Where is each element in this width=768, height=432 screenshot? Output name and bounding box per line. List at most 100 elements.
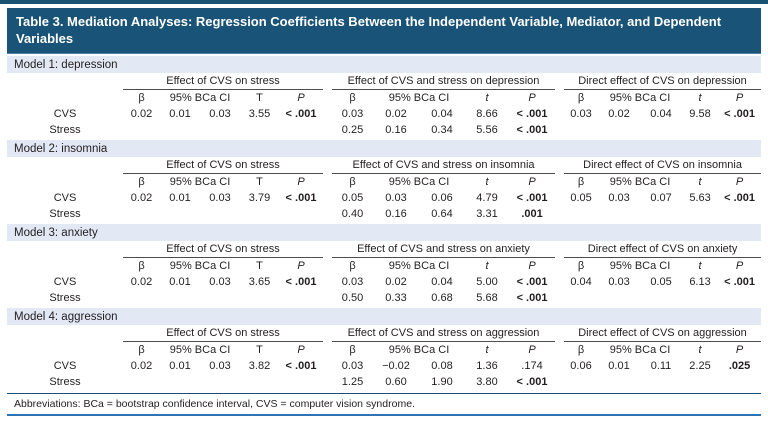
empty-cell [123, 122, 323, 138]
value-cell: 1.25 [341, 376, 364, 389]
spacer-cell [323, 258, 332, 275]
spacer-cell [555, 157, 564, 174]
subheader-t: T [256, 260, 263, 273]
value-cell: 0.60 [385, 376, 407, 389]
spacer-cell [555, 106, 564, 122]
p-value-cell: < .001 [516, 192, 548, 205]
top-divider [0, 0, 768, 4]
spacer-cell [7, 90, 123, 107]
value-cell: 0.06 [431, 192, 453, 205]
row-label: Stress [49, 292, 81, 305]
subheader-p: P [735, 260, 744, 273]
value-cell: 0.02 [130, 360, 153, 373]
group-header-row: Effect of CVS on stress Effect of CVS an… [7, 325, 762, 343]
value-cell: 5.56 [476, 124, 498, 137]
value-cell: 0.01 [169, 108, 191, 121]
spacer-cell [323, 106, 332, 122]
subheader-ci: 95% BCa CI [609, 176, 671, 189]
value-cell: 0.64 [431, 208, 453, 221]
value-cell: 0.07 [650, 192, 672, 205]
spacer-cell [323, 174, 332, 191]
value-cell: 0.02 [130, 276, 153, 289]
subheader-beta: β [349, 260, 356, 273]
subheader-beta: β [577, 92, 585, 105]
subheader-p: P [528, 344, 536, 357]
subheader-p: P [528, 92, 536, 105]
subheader-p: P [297, 260, 305, 273]
subheader-beta: β [138, 176, 145, 189]
subheader-beta: β [349, 344, 356, 357]
empty-cell [123, 290, 323, 306]
footer-bottom-rule [7, 414, 761, 417]
value-cell: 3.79 [248, 192, 271, 205]
data-row-cvs: CVS 0.02 0.01 0.03 3.79 < .001 0.05 0.03… [7, 190, 761, 206]
data-row-stress: Stress 0.50 0.33 0.68 5.68 < .001 [7, 290, 761, 306]
group-header: Effect of CVS on stress [123, 241, 323, 259]
value-cell: 0.16 [385, 208, 407, 221]
p-value-cell: .025 [728, 360, 751, 373]
spacer-cell [555, 174, 564, 191]
subheader-p: P [297, 176, 305, 189]
subheader-p: P [735, 176, 744, 189]
value-cell: 0.01 [169, 276, 191, 289]
group-header: Effect of CVS on stress [123, 73, 323, 91]
p-value-cell: < .001 [285, 276, 317, 289]
data-row-stress: Stress 0.25 0.16 0.34 5.56 < .001 [7, 122, 761, 138]
spacer-cell [323, 206, 332, 222]
spacer-cell [555, 358, 564, 374]
value-cell: 0.02 [130, 108, 153, 121]
subheader-ci: 95% BCa CI [169, 176, 231, 189]
row-label: CVS [53, 360, 77, 373]
spacer-cell [555, 241, 564, 258]
value-cell: 0.03 [570, 108, 592, 121]
spacer-cell [323, 73, 332, 90]
value-cell: 0.02 [608, 108, 630, 121]
spacer-cell [555, 342, 564, 359]
model-label: Model 2: insomnia [14, 143, 108, 156]
value-cell: 3.55 [248, 108, 271, 121]
subheader-p: P [735, 92, 744, 105]
model-band-aggression: Model 4: aggression [7, 308, 761, 326]
subheader-t: t [485, 260, 489, 273]
value-cell: 0.68 [431, 292, 453, 305]
subheader-ci: 95% BCa CI [609, 92, 671, 105]
p-value-cell: < .001 [516, 124, 548, 137]
row-label: CVS [53, 276, 77, 289]
spacer-cell [555, 374, 564, 390]
value-cell: −0.02 [382, 360, 410, 373]
subheader-p: P [297, 92, 305, 105]
spacer-cell [555, 90, 564, 107]
spacer-cell [323, 274, 332, 290]
value-cell: 5.00 [476, 276, 498, 289]
abbreviations-note: Abbreviations: BCa = bootstrap confidenc… [14, 398, 415, 411]
spacer-cell [7, 241, 123, 258]
value-cell: 0.03 [608, 276, 630, 289]
spacer-cell [7, 342, 123, 359]
spacer-cell [7, 258, 123, 275]
spacer-cell [7, 73, 123, 90]
group-header: Direct effect of CVS on aggression [564, 325, 762, 343]
subheader-ci: 95% BCa CI [388, 176, 450, 189]
subheader-beta: β [138, 344, 145, 357]
value-cell: 3.80 [476, 376, 498, 389]
data-row-cvs: CVS 0.02 0.01 0.03 3.55 < .001 0.03 0.02… [7, 106, 761, 122]
subheader-beta: β [138, 260, 145, 273]
value-cell: 0.01 [169, 360, 191, 373]
subheader-row: β 95% BCa CI T P β 95% BCa CI t P β 95% … [7, 258, 761, 275]
group-header: Effect of CVS and stress on anxiety [332, 241, 556, 259]
spacer-cell [323, 190, 332, 206]
subheader-t: T [256, 92, 263, 105]
value-cell: 0.50 [341, 292, 364, 305]
p-value-cell: < .001 [285, 360, 317, 373]
group-header: Effect of CVS and stress on insomnia [332, 157, 556, 175]
value-cell: 0.04 [650, 108, 672, 121]
subheader-t: t [485, 92, 489, 105]
subheader-beta: β [138, 92, 145, 105]
value-cell: 0.03 [209, 192, 231, 205]
subheader-t: T [256, 176, 263, 189]
empty-cell [564, 206, 761, 222]
value-cell: 0.04 [570, 276, 592, 289]
row-label: CVS [53, 108, 77, 121]
value-cell: 0.03 [608, 192, 630, 205]
spacer-cell [323, 325, 332, 342]
